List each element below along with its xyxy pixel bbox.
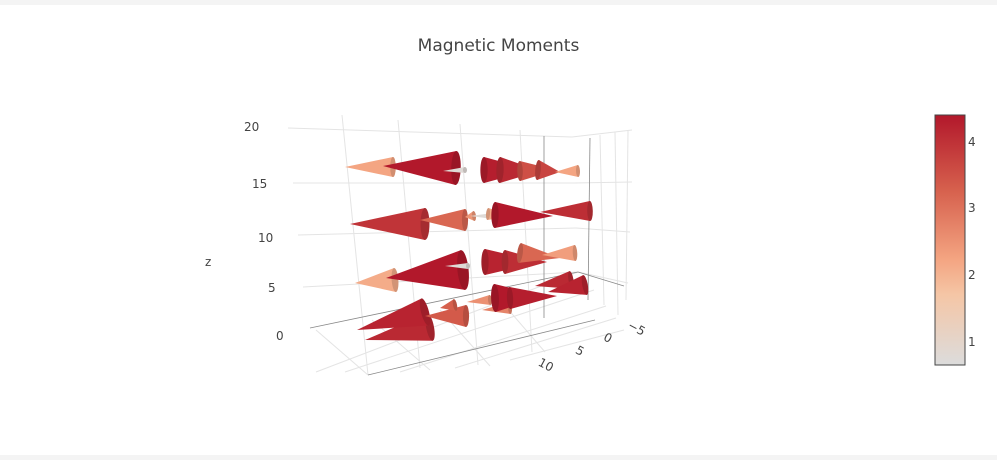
cone-base xyxy=(419,298,431,326)
cone-base xyxy=(487,295,493,305)
cone-body xyxy=(555,165,579,177)
x-tick: 0 xyxy=(601,330,614,346)
z-tick: 15 xyxy=(252,177,267,191)
cone-mark xyxy=(540,201,593,221)
cone-mark xyxy=(357,298,431,330)
cone-base xyxy=(462,305,470,327)
cone-base xyxy=(575,165,581,177)
cone-body xyxy=(350,208,425,240)
z-axis-label: z xyxy=(205,255,211,269)
cone-body xyxy=(535,271,573,289)
cone-body xyxy=(467,295,491,305)
cone-base xyxy=(451,151,461,185)
colorbar-tick: 1 xyxy=(968,335,976,349)
scene-grid xyxy=(287,114,633,376)
cone-body xyxy=(355,268,396,292)
cone-mark xyxy=(516,243,560,263)
x-tick: 5 xyxy=(573,343,586,359)
x-tick: −5 xyxy=(625,318,647,339)
cone-base xyxy=(457,250,469,290)
cone-mark xyxy=(355,268,399,292)
cone-base xyxy=(491,284,499,312)
cone-base xyxy=(452,299,458,311)
cone-mark xyxy=(350,208,430,240)
cones-layer xyxy=(345,151,593,341)
cone-base xyxy=(480,157,488,183)
cone-body xyxy=(383,151,457,185)
cone-mark xyxy=(506,287,557,309)
axis-lines xyxy=(309,136,625,376)
cone-mark xyxy=(440,299,458,311)
cone-base xyxy=(572,245,578,261)
z-axis: 0 5 10 15 20 z xyxy=(205,120,284,343)
chart-title: Magnetic Moments xyxy=(417,36,580,56)
z-tick: 5 xyxy=(268,281,276,295)
cone-body xyxy=(345,157,393,177)
cone-body xyxy=(494,202,553,228)
colorbar: 1 2 3 4 xyxy=(934,114,976,366)
cone-body xyxy=(357,298,429,330)
cone-mark xyxy=(443,167,468,173)
cone-body xyxy=(537,160,560,180)
cone-mark xyxy=(420,209,469,231)
colorbar-tick: 3 xyxy=(968,201,976,215)
cone-mark xyxy=(467,295,493,305)
z-tick: 20 xyxy=(244,120,259,134)
cone-body xyxy=(443,167,466,173)
cone-base xyxy=(581,275,589,295)
cone-mark xyxy=(386,250,469,290)
cone-base xyxy=(501,250,509,274)
cone-body xyxy=(540,201,591,221)
cone-base xyxy=(461,209,469,231)
cone-body xyxy=(445,263,468,269)
cone-body xyxy=(440,299,457,311)
cone-base xyxy=(496,157,504,183)
cone-base xyxy=(587,201,593,221)
cone-base xyxy=(535,160,541,180)
cone-base xyxy=(516,243,524,263)
cone-mark xyxy=(491,202,553,228)
x-axis: 10 5 0 −5 xyxy=(536,318,648,375)
cone-mark xyxy=(548,275,589,295)
cone-body xyxy=(518,243,560,263)
cone-body xyxy=(420,209,465,231)
cone-mark xyxy=(383,151,461,185)
cone-base xyxy=(491,202,499,228)
colorbar-tick: 4 xyxy=(968,135,976,149)
colorbar-gradient xyxy=(934,114,966,366)
z-tick: 10 xyxy=(258,231,273,245)
cone-base xyxy=(506,287,514,309)
x-tick: 10 xyxy=(536,355,556,375)
z-tick: 0 xyxy=(276,329,284,343)
cone-base xyxy=(466,263,470,269)
cone-mark xyxy=(542,245,578,261)
cone-base xyxy=(485,208,491,220)
cone-base xyxy=(517,161,523,181)
colorbar-tick: 2 xyxy=(968,268,976,282)
cone-body xyxy=(548,275,587,295)
cone-mark xyxy=(535,160,560,180)
cone-base xyxy=(481,249,489,275)
cone-body xyxy=(386,250,466,290)
cone-base xyxy=(462,167,468,173)
cone-body xyxy=(509,287,557,309)
cone-base xyxy=(420,208,430,240)
cone-mark xyxy=(445,263,470,269)
cone-body xyxy=(542,245,576,261)
cone-mark xyxy=(555,165,581,177)
